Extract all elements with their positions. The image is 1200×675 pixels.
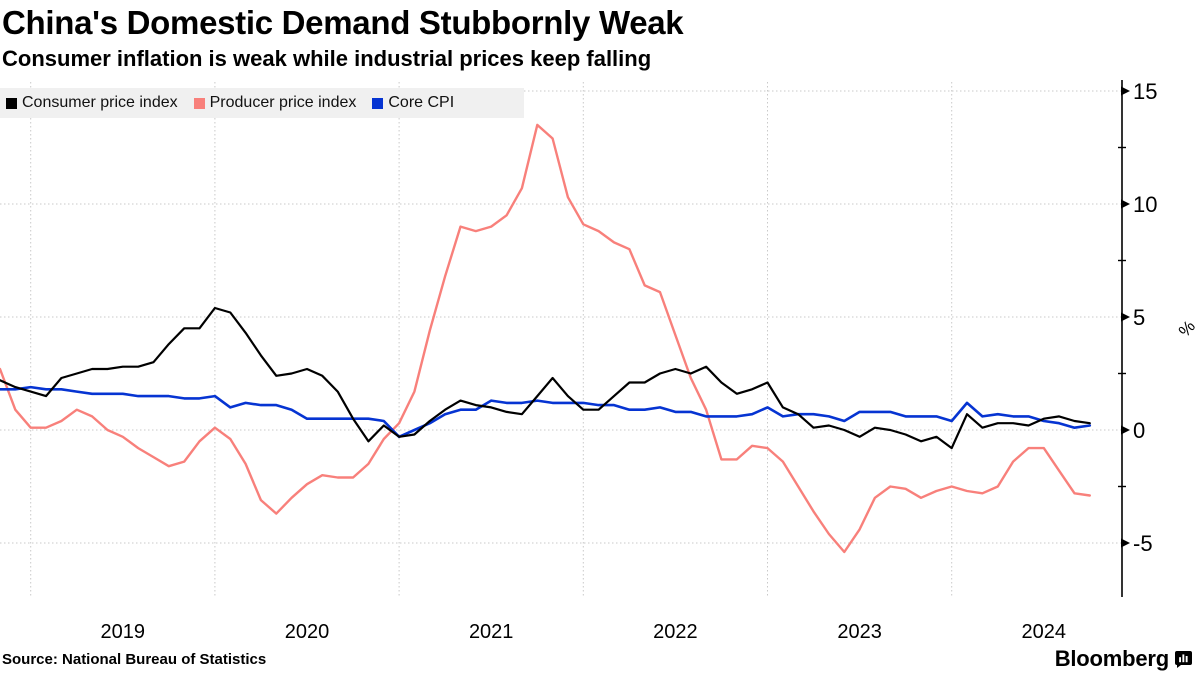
chart-legend: Consumer price index Producer price index…: [0, 88, 524, 118]
y-tick-label: 5: [1133, 305, 1145, 330]
y-tick-label: 0: [1133, 418, 1145, 443]
y-tick-label: 15: [1133, 79, 1157, 104]
y-tick-arrow: [1121, 312, 1130, 322]
legend-label: Consumer price index: [22, 94, 178, 111]
page-title: China's Domestic Demand Stubbornly Weak: [2, 4, 684, 41]
y-tick-label: 10: [1133, 192, 1157, 217]
source-note: Source: National Bureau of Statistics: [2, 651, 267, 668]
y-axis-unit-label: %: [1175, 317, 1199, 341]
y-tick-arrow: [1121, 538, 1130, 548]
x-tick-label: 2020: [285, 621, 330, 643]
y-tick-arrow: [1121, 425, 1130, 435]
page-subtitle: Consumer inflation is weak while industr…: [2, 46, 652, 71]
legend-item: Consumer price index: [6, 94, 178, 112]
legend-item: Producer price index: [193, 94, 357, 112]
legend-swatch-icon: [372, 97, 384, 109]
x-tick-label: 2021: [469, 621, 514, 643]
ppi-line: [0, 123, 1092, 554]
bloomberg-brand: Bloomberg: [1055, 646, 1192, 672]
y-tick-arrow: [1121, 199, 1130, 209]
y-tick-label: -5: [1133, 531, 1153, 556]
cpi-line: [0, 306, 1091, 450]
legend-label: Core CPI: [388, 94, 455, 111]
core-cpi-line: [0, 385, 1092, 439]
x-tick-label: 2024: [1022, 621, 1067, 643]
x-tick-label: 2022: [653, 621, 698, 643]
legend-swatch-icon: [6, 97, 17, 109]
legend-label: Producer price index: [209, 94, 357, 111]
bloomberg-terminal-icon: [1175, 650, 1192, 668]
legend-item: Core CPI: [372, 94, 454, 112]
x-tick-label: 2019: [101, 621, 146, 643]
y-tick-arrow: [1121, 86, 1130, 96]
legend-swatch-icon: [193, 97, 205, 109]
bloomberg-wordmark: Bloomberg: [1054, 646, 1170, 671]
x-tick-label: 2023: [837, 621, 882, 643]
